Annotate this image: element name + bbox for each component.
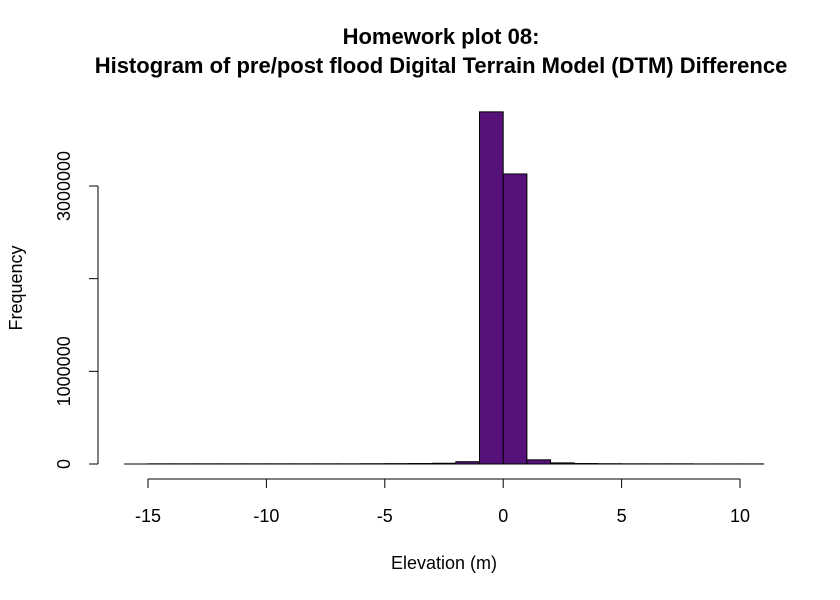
- histogram-bar: [526, 459, 552, 465]
- x-tick-label: 5: [617, 506, 627, 526]
- x-tick-label: 0: [498, 506, 508, 526]
- chart-title-line2: Histogram of pre/post flood Digital Terr…: [95, 53, 788, 78]
- histogram-bar: [502, 173, 528, 465]
- y-axis-label: Frequency: [6, 245, 26, 330]
- histogram-bar: [479, 111, 504, 465]
- x-axis: -15 -10 -5 0 5 10: [135, 478, 750, 526]
- chart-title-line1: Homework plot 08:: [343, 24, 540, 49]
- y-axis: 0 1000000 3000000: [54, 151, 99, 469]
- y-tick-label: 1000000: [54, 336, 74, 406]
- x-axis-label: Elevation (m): [391, 553, 497, 573]
- x-tick-label: -15: [135, 506, 161, 526]
- x-tick-label: 10: [730, 506, 750, 526]
- y-tick-label: 0: [54, 459, 74, 469]
- x-tick-label: -10: [253, 506, 279, 526]
- bars-group: [147, 111, 765, 465]
- y-tick-label: 3000000: [54, 151, 74, 221]
- x-tick-label: -5: [377, 506, 393, 526]
